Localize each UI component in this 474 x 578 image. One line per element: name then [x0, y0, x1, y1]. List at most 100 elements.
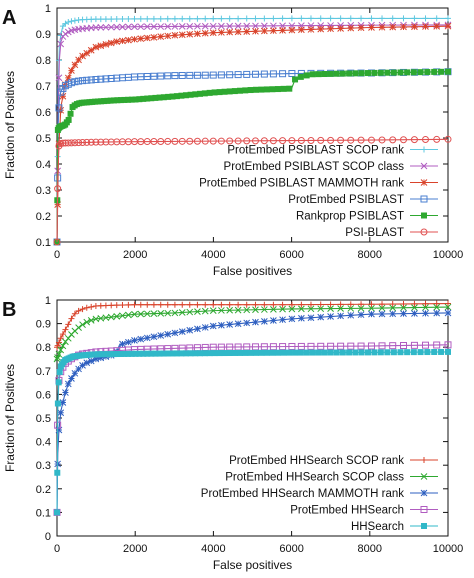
data-point — [279, 301, 286, 308]
legend-label: ProtEmbed PSIBLAST MAMMOTH rank — [199, 178, 404, 190]
data-point — [104, 97, 111, 104]
data-point — [307, 301, 314, 308]
data-point — [64, 380, 72, 388]
data-point — [125, 301, 132, 308]
data-point — [367, 136, 375, 144]
data-point — [433, 341, 441, 349]
legend-label: ProtEmbed HHSearch SCOP rank — [229, 455, 404, 467]
data-point — [107, 97, 114, 104]
data-point — [307, 15, 314, 22]
data-point — [157, 33, 165, 41]
data-point — [54, 342, 61, 349]
data-point — [178, 328, 186, 335]
data-point — [169, 93, 176, 100]
data-point — [252, 15, 259, 22]
legend-label: HHSearch — [351, 521, 404, 533]
data-point — [346, 349, 353, 356]
data-point — [125, 15, 132, 22]
data-point — [243, 22, 251, 30]
data-point — [242, 87, 249, 94]
data-point — [92, 24, 100, 31]
data-point — [79, 306, 86, 313]
data-point — [263, 86, 270, 93]
data-point — [444, 341, 452, 349]
data-point — [79, 77, 87, 85]
data-point — [137, 335, 145, 343]
data-point — [368, 304, 375, 312]
data-point — [358, 15, 365, 22]
data-point — [234, 137, 242, 145]
data-point — [194, 15, 201, 22]
data-point — [201, 71, 209, 79]
x-tick-label: 4000 — [201, 543, 225, 555]
data-point — [206, 89, 213, 96]
y-tick-label: 0.5 — [36, 413, 51, 425]
legend-marker — [420, 195, 428, 203]
data-point — [186, 326, 194, 334]
data-point — [234, 22, 242, 30]
data-point — [119, 340, 126, 348]
x-axis-label: False positives — [213, 558, 292, 572]
legend-marker — [420, 473, 428, 480]
data-point — [192, 350, 199, 357]
series-line — [56, 71, 449, 243]
data-point — [68, 18, 75, 25]
data-point — [178, 31, 186, 39]
data-point — [95, 98, 102, 105]
legend-label: ProtEmbed PSIBLAST SCOP rank — [227, 145, 404, 157]
data-point — [164, 330, 172, 338]
data-point — [173, 93, 180, 100]
data-point — [270, 317, 277, 324]
panel-letter-b: B — [2, 299, 16, 321]
data-point — [251, 137, 259, 145]
data-point — [194, 308, 201, 315]
data-point — [327, 15, 334, 22]
data-point — [364, 349, 371, 356]
data-point — [389, 310, 397, 318]
data-point — [119, 23, 126, 31]
data-point — [164, 32, 172, 40]
data-point — [303, 349, 310, 356]
data-point — [68, 375, 75, 382]
data-point — [444, 303, 452, 311]
data-point — [136, 96, 143, 103]
data-point — [252, 27, 259, 35]
data-point — [132, 96, 139, 103]
data-point — [337, 25, 344, 32]
data-point — [286, 349, 293, 356]
data-point — [59, 23, 66, 30]
data-point — [309, 71, 316, 78]
data-point — [422, 304, 429, 311]
data-point — [57, 346, 65, 354]
data-point — [194, 325, 201, 333]
data-point — [261, 317, 268, 325]
data-point — [237, 349, 244, 356]
data-point — [108, 302, 115, 309]
data-point — [252, 86, 259, 93]
data-point — [113, 302, 120, 309]
data-point — [113, 38, 121, 46]
data-point — [357, 304, 365, 312]
data-point — [444, 22, 452, 30]
data-point — [379, 15, 386, 22]
data-point — [309, 349, 316, 356]
data-point — [218, 301, 225, 308]
data-point — [384, 349, 391, 356]
data-point — [201, 137, 209, 145]
data-point — [97, 42, 105, 50]
data-point — [87, 138, 95, 146]
data-point — [279, 137, 287, 145]
legend-entry: ProtEmbed HHSearch SCOP rank — [229, 455, 438, 467]
data-point — [226, 321, 234, 328]
y-tick-label: 0.6 — [36, 107, 51, 119]
legend-entry: ProtEmbed PSIBLAST — [288, 194, 438, 206]
legend-entry: ProtEmbed PSIBLAST MAMMOTH rank — [199, 178, 438, 190]
data-point — [444, 309, 452, 317]
data-point — [377, 349, 384, 356]
data-point — [337, 305, 344, 312]
data-point — [337, 312, 344, 320]
data-point — [400, 310, 407, 318]
data-point — [445, 348, 451, 355]
data-point — [258, 86, 265, 93]
